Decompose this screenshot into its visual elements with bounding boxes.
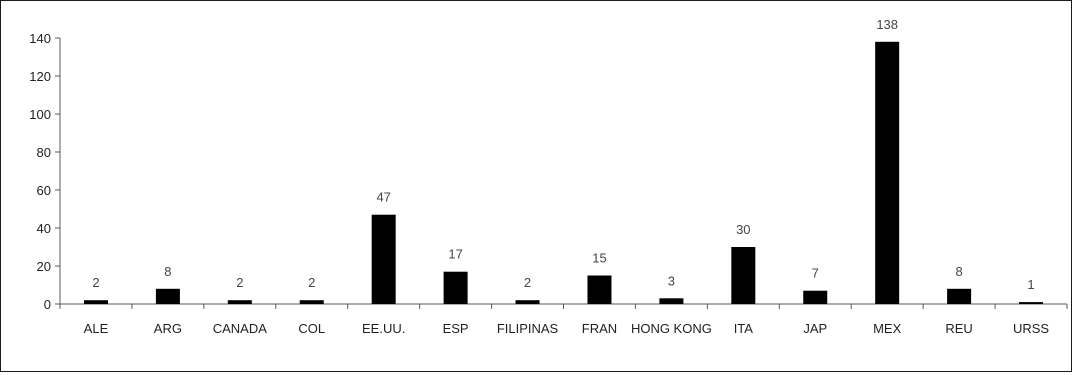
category-label: MEX	[873, 321, 902, 336]
category-label: COL	[298, 321, 325, 336]
data-label: 7	[812, 266, 819, 281]
data-label: 8	[164, 264, 171, 279]
y-tick-label: 20	[37, 259, 51, 274]
category-label: ESP	[443, 321, 469, 336]
data-label: 17	[448, 247, 462, 262]
bar	[803, 290, 828, 304]
y-tick-label: 40	[37, 221, 51, 236]
data-label: 2	[308, 275, 315, 290]
category-label: HONG KONG	[631, 321, 712, 336]
data-label: 47	[376, 190, 390, 205]
category-label: FRAN	[582, 321, 617, 336]
y-tick-label: 60	[37, 183, 51, 198]
category-labels: ALE ARG CANADA COL EE.UU. ESP FILIPINAS FRAN HON…	[84, 321, 1050, 336]
category-label: REU	[945, 321, 972, 336]
bar	[443, 271, 468, 304]
category-label: URSS	[1013, 321, 1049, 336]
data-labels: 2 8 2 2 47 17 2 15 3 30 7 138 8 1	[92, 17, 1034, 292]
data-label: 3	[668, 273, 675, 288]
data-label: 15	[592, 251, 606, 266]
bar	[659, 298, 684, 304]
data-label: 30	[736, 222, 750, 237]
bar	[155, 288, 180, 304]
y-tick-label: 100	[29, 107, 51, 122]
bar	[1019, 302, 1044, 304]
category-label: ARG	[154, 321, 182, 336]
bar	[515, 300, 540, 304]
category-label: CANADA	[213, 321, 268, 336]
y-tick-label: 80	[37, 145, 51, 160]
data-label: 2	[524, 275, 531, 290]
bars	[83, 41, 1044, 305]
data-label: 138	[876, 17, 898, 32]
bar	[299, 300, 324, 304]
data-label: 2	[92, 275, 99, 290]
category-label: ITA	[734, 321, 754, 336]
bar	[731, 247, 756, 304]
y-tick-label: 120	[29, 69, 51, 84]
bar	[83, 300, 108, 304]
x-axis	[59, 303, 1068, 309]
bar	[875, 41, 900, 305]
y-tick-label: 140	[29, 31, 51, 46]
category-label: ALE	[84, 321, 109, 336]
bar	[587, 275, 612, 304]
category-label: FILIPINAS	[497, 321, 559, 336]
bar	[227, 300, 252, 304]
category-label: EE.UU.	[362, 321, 405, 336]
data-label: 8	[955, 264, 962, 279]
y-tick-label: 0	[44, 297, 51, 312]
data-label: 1	[1027, 277, 1034, 292]
data-label: 2	[236, 275, 243, 290]
y-axis: 0 20 40 60 80 100 120 140	[29, 31, 61, 312]
bar	[371, 214, 396, 304]
category-label: JAP	[803, 321, 827, 336]
bar	[947, 288, 972, 304]
